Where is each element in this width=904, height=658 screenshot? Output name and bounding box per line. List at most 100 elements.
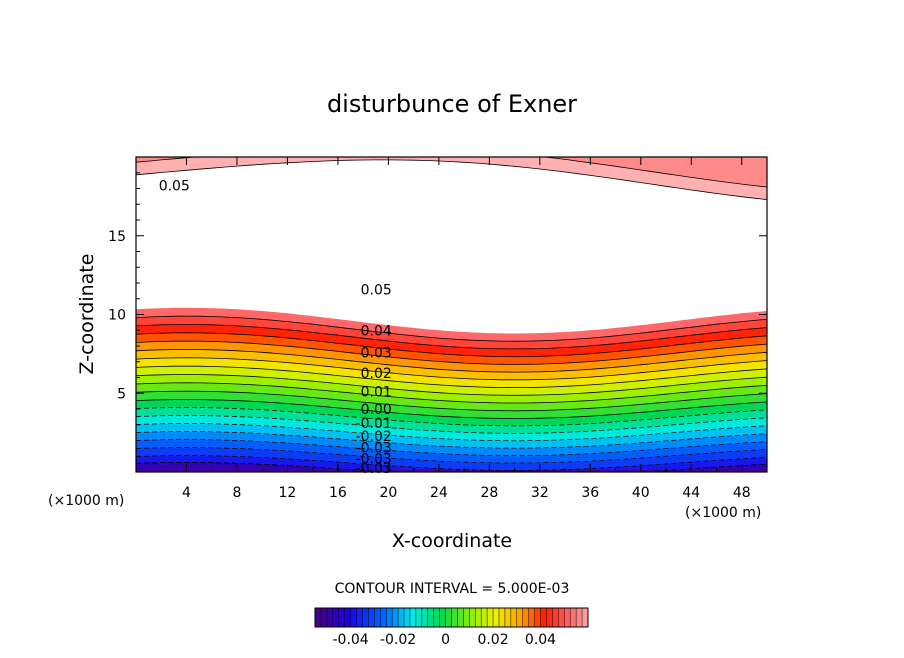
svg-text:0.02: 0.02 xyxy=(361,366,392,382)
contour-band xyxy=(136,462,767,472)
x-tick-label: 40 xyxy=(632,485,650,501)
plot-area xyxy=(136,157,767,472)
contour-line xyxy=(136,431,767,449)
svg-text:-0.02: -0.02 xyxy=(356,429,392,445)
colorbar xyxy=(314,608,589,627)
svg-text:-0.03: -0.03 xyxy=(356,461,392,477)
svg-text:-0.01: -0.01 xyxy=(356,416,392,432)
contour-line xyxy=(136,340,767,365)
colorbar-cell xyxy=(475,608,482,627)
contour-line xyxy=(136,439,767,456)
colorbar-cell xyxy=(546,608,553,627)
contour-line xyxy=(136,423,767,442)
colorbar-cell xyxy=(415,608,423,627)
colorbar-cell xyxy=(332,608,340,627)
colorbar-frame xyxy=(314,607,589,628)
contour-band xyxy=(136,157,767,200)
colorbar-cell xyxy=(392,608,399,627)
colorbar-cell xyxy=(421,608,429,627)
colorbar-cell xyxy=(380,608,387,627)
colorbar-cell xyxy=(576,608,583,627)
contour-label: -0.01 xyxy=(356,416,392,432)
contour-line xyxy=(136,399,767,419)
contour-line xyxy=(136,332,767,358)
colorbar-cell xyxy=(457,608,464,627)
colorbar-cell xyxy=(404,608,411,627)
colorbar-cell xyxy=(315,608,322,627)
colorbar-cell xyxy=(326,608,334,627)
colorbar-cell xyxy=(552,608,559,627)
colorbar-cell xyxy=(451,608,458,627)
contour-label: -0.03 xyxy=(356,452,392,468)
contour-label: 0.05 xyxy=(159,178,190,194)
colorbar-cell xyxy=(516,608,524,627)
x-unit-right: (×1000 m) xyxy=(685,505,761,521)
x-tick-label: 24 xyxy=(430,485,448,501)
x-tick-label: 44 xyxy=(682,485,700,501)
contour-label: 0.04 xyxy=(361,323,392,339)
colorbar-cell xyxy=(481,608,488,627)
svg-text:0.04: 0.04 xyxy=(361,323,392,339)
contour-line xyxy=(136,407,767,427)
contour-label: 0.03 xyxy=(361,345,392,361)
contour-label: 0.02 xyxy=(361,366,392,382)
y-tick-label: 15 xyxy=(108,229,126,245)
colorbar-cell xyxy=(498,608,506,627)
x-tick-label: 32 xyxy=(531,485,549,501)
x-axis-ticks: 4 8 12 16 20 24 28 32 36 40 44 48 xyxy=(160,157,751,501)
colorbar-cell xyxy=(362,608,369,627)
x-unit-left: (×1000 m) xyxy=(48,493,124,509)
contour-line xyxy=(136,382,767,404)
colorbar-cell xyxy=(350,608,357,627)
colorbar-cell xyxy=(398,608,405,627)
contour-line xyxy=(136,462,767,472)
svg-text:0.03: 0.03 xyxy=(361,345,392,361)
contour-label: -0.03 xyxy=(356,441,392,457)
contour-line xyxy=(136,357,767,381)
colorbar-cell xyxy=(320,608,328,627)
colorbar-cell xyxy=(487,608,494,627)
colorbar-cell xyxy=(445,608,452,627)
colorbar-tick-labels: -0.04 -0.02 0 0.02 0.04 xyxy=(332,632,556,648)
colorbar-cell xyxy=(564,608,571,627)
colorbar-cell xyxy=(386,608,393,627)
colorbar-cell xyxy=(469,608,476,627)
colorbar-cell xyxy=(368,608,375,627)
contour-label: 0.01 xyxy=(361,385,392,401)
contour-line xyxy=(136,315,767,342)
contour-line xyxy=(136,455,767,471)
svg-text:-0.03: -0.03 xyxy=(356,441,392,457)
x-tick-label: 20 xyxy=(379,485,397,501)
x-axis-label: X-coordinate xyxy=(392,530,512,552)
contour-line xyxy=(136,157,767,188)
colorbar-cell xyxy=(439,608,446,627)
contour-line xyxy=(136,159,767,200)
contour-band xyxy=(136,157,767,187)
x-tick-label: 4 xyxy=(182,485,191,501)
contour-interval-text: CONTOUR INTERVAL = 5.000E-03 xyxy=(335,581,570,597)
colorbar-tick-label: 0.04 xyxy=(525,632,556,648)
colorbar-cell xyxy=(522,608,530,627)
x-tick-label: 48 xyxy=(733,485,751,501)
contour-label: 0.05 xyxy=(361,282,392,298)
svg-text:0.05: 0.05 xyxy=(361,282,392,298)
colorbar-cell xyxy=(338,608,346,627)
contour-line xyxy=(136,390,767,412)
y-axis-label: Z-coordinate xyxy=(76,254,98,375)
colorbar-cell xyxy=(427,608,435,627)
x-tick-label: 12 xyxy=(279,485,297,501)
colorbar-cell xyxy=(356,608,363,627)
colorbar-cell xyxy=(540,608,547,627)
contour-line xyxy=(136,374,767,396)
colorbar-cell xyxy=(504,608,512,627)
x-tick-label: 36 xyxy=(581,485,599,501)
contour-label: 0.00 xyxy=(361,402,392,418)
colorbar-cell xyxy=(344,608,351,627)
colorbar-cell xyxy=(570,608,577,627)
y-axis-ticks: 5 10 15 xyxy=(108,172,767,457)
colorbar-cell xyxy=(534,608,541,627)
contour-line xyxy=(136,415,767,434)
colorbar-cell xyxy=(409,608,417,627)
colorbar-cell xyxy=(433,608,441,627)
